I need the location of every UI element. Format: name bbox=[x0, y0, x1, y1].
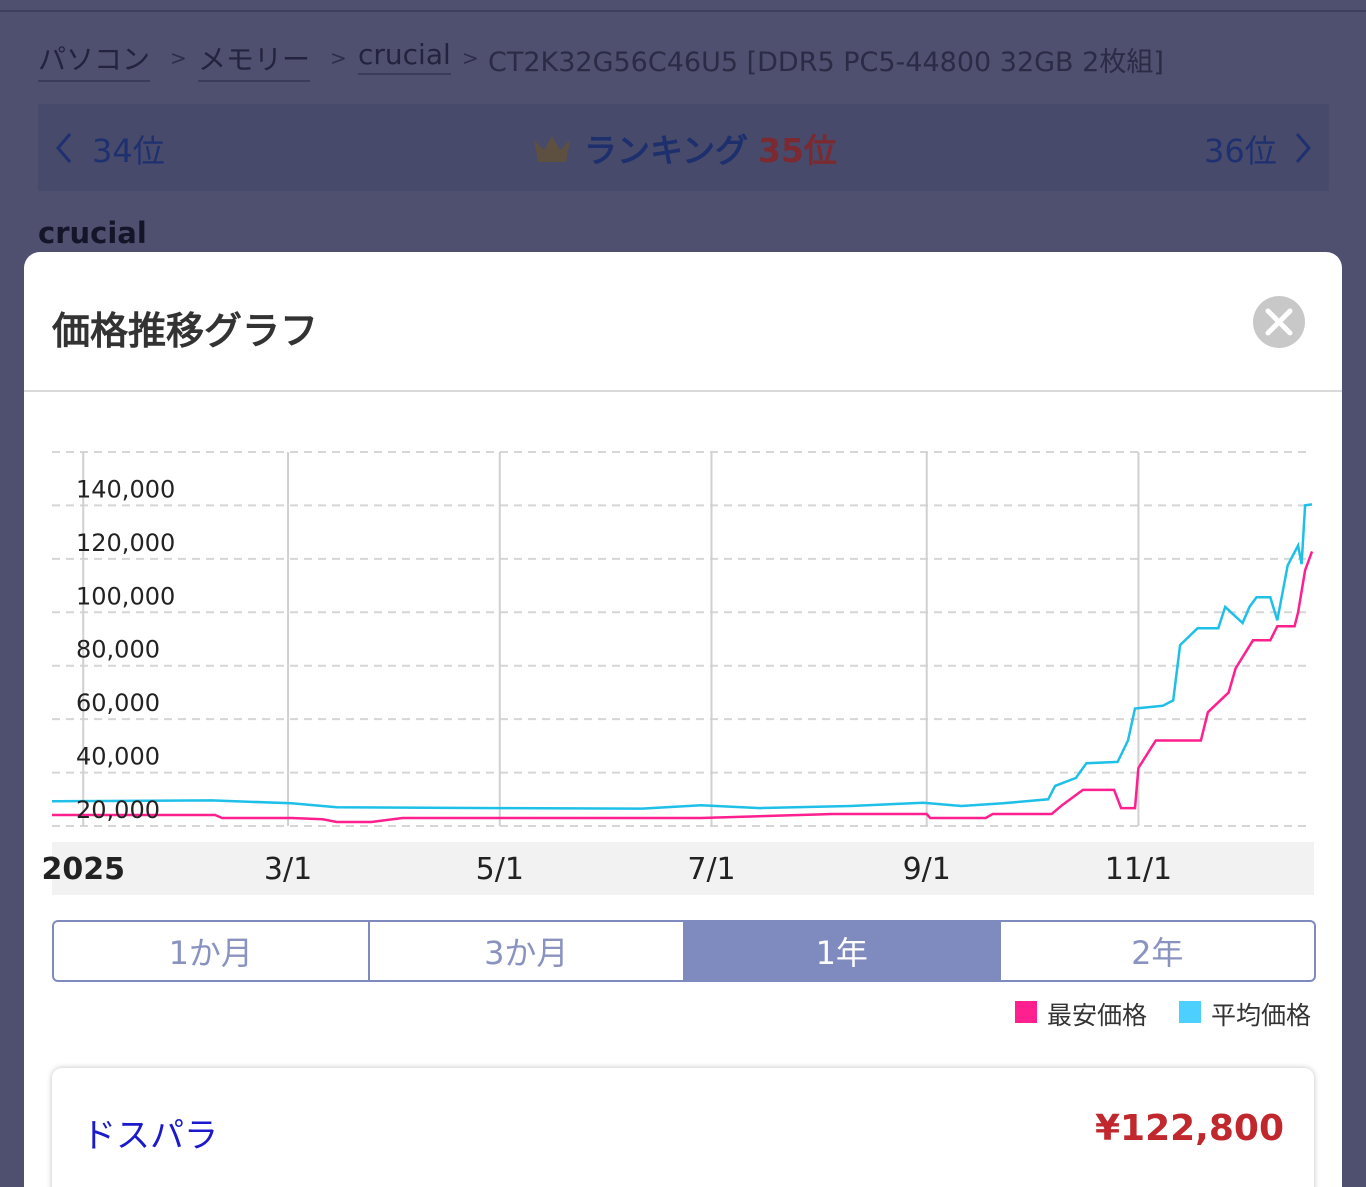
breadcrumb-separator: > bbox=[170, 46, 187, 70]
modal-divider bbox=[24, 390, 1342, 392]
modal: 価格推移グラフ bbox=[24, 252, 1342, 1187]
legend-swatch bbox=[1179, 1001, 1201, 1023]
breadcrumb-separator: > bbox=[330, 46, 347, 70]
shop-card: ドスパラ ¥122,800 bbox=[52, 1068, 1314, 1187]
period-tab[interactable]: 2年 bbox=[1131, 934, 1184, 972]
breadcrumb-link[interactable]: crucial bbox=[358, 38, 451, 75]
breadcrumb-link[interactable]: メモリー bbox=[198, 38, 311, 82]
modal-title: 価格推移グラフ bbox=[52, 309, 319, 353]
period-tab[interactable]: 1年 bbox=[685, 922, 1001, 980]
close-button[interactable] bbox=[1253, 296, 1305, 348]
breadcrumb-link[interactable]: パソコン bbox=[38, 38, 151, 82]
ranking-bar: 34位 ランキング 35位 36位 bbox=[38, 104, 1329, 191]
shop-price: ¥122,800 bbox=[1094, 1108, 1284, 1149]
ranking-label: ランキング bbox=[584, 131, 749, 170]
shop-name[interactable]: ドスパラ bbox=[82, 1116, 218, 1156]
breadcrumb-current: CT2K32G56C46U5 [DDR5 PC5-44800 32GB 2枚組] bbox=[488, 47, 1164, 78]
period-tabs: 1か月 3か月 1年 2年 bbox=[52, 920, 1316, 982]
prev-arrow[interactable] bbox=[54, 132, 74, 164]
next-rank[interactable]: 36位 bbox=[1204, 132, 1277, 170]
legend-swatch bbox=[1015, 1001, 1037, 1023]
prev-rank[interactable]: 34位 bbox=[92, 132, 165, 170]
period-tab[interactable]: 1か月 bbox=[54, 922, 370, 980]
breadcrumb-separator: > bbox=[462, 46, 479, 70]
brand: crucial bbox=[38, 216, 147, 250]
crown-icon bbox=[534, 136, 570, 162]
legend-label: 最安価格 bbox=[1047, 1001, 1148, 1030]
period-tab[interactable]: 3か月 bbox=[370, 922, 685, 980]
top-bar bbox=[0, 0, 1366, 12]
next-arrow[interactable] bbox=[1293, 132, 1313, 164]
current-rank: 35位 bbox=[758, 131, 837, 170]
legend-label: 平均価格 bbox=[1211, 1001, 1312, 1030]
